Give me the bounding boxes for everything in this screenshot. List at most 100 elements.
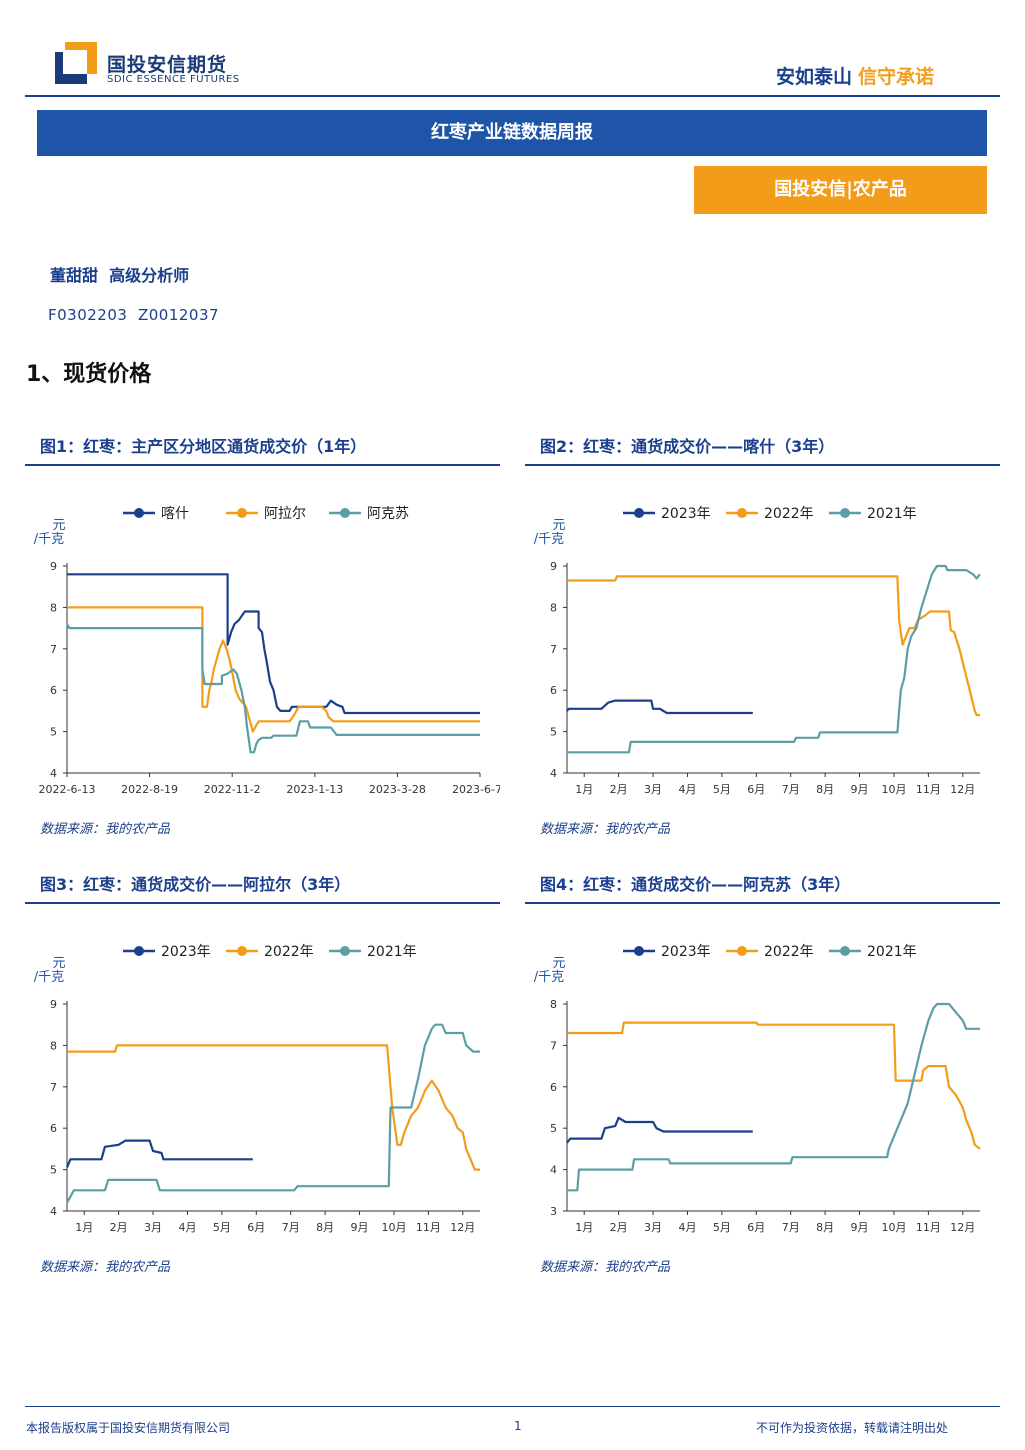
x-tick-label: 2022-11-2 (204, 783, 261, 796)
x-tick-label: 2022-6-13 (39, 783, 96, 796)
x-tick-label: 4月 (678, 1221, 696, 1234)
x-tick-label: 2月 (610, 783, 628, 796)
section-title: 1、现货价格 (26, 362, 152, 387)
series-line (567, 1021, 981, 1150)
series-line (567, 564, 981, 754)
y-tick-label: 6 (550, 684, 557, 697)
y-tick-label: 5 (50, 726, 57, 739)
legend-label: 2022年 (764, 944, 814, 960)
data-source: 数据来源：我的农产品 (540, 1260, 671, 1275)
x-tick-label: 7月 (782, 783, 800, 796)
legend-label: 2023年 (661, 506, 711, 522)
legend-marker (237, 946, 247, 956)
x-tick-label: 6月 (747, 783, 765, 796)
legend-marker (634, 946, 644, 956)
legend-label: 阿克苏 (367, 506, 409, 522)
series-line (65, 1139, 253, 1168)
x-tick-label: 5月 (713, 783, 731, 796)
x-tick-label: 3月 (644, 783, 662, 796)
header-rule (25, 95, 1000, 97)
logo-text-cn: 国投安信期货 (107, 54, 228, 76)
x-tick-label: 1月 (575, 783, 593, 796)
x-tick-label: 3月 (144, 1221, 162, 1234)
x-tick-label: 6月 (747, 1221, 765, 1234)
y-tick-label: 5 (550, 1122, 557, 1135)
footer-disclaimer: 不可作为投资依据，转载请注明出处 (756, 1421, 949, 1435)
y-tick-label: 6 (50, 684, 57, 697)
y-axis-unit: 元 (52, 518, 65, 533)
slogan-part2: 信守承诺 (858, 66, 935, 88)
figure-title: 图2：红枣：通货成交价——喀什（3年） (540, 437, 835, 456)
x-tick-label: 2月 (110, 1221, 128, 1234)
x-tick-label: 7月 (782, 1221, 800, 1234)
chart-1: 喀什 阿拉尔 阿克苏元/千克 4 5 6 7 8 9 2022-6-13 2022-8-19 2022… (25, 490, 502, 805)
data-source: 数据来源：我的农产品 (40, 822, 171, 837)
y-tick-label: 7 (50, 643, 57, 656)
legend-marker (840, 946, 850, 956)
legend-label: 2021年 (367, 944, 417, 960)
x-tick-label: 1月 (75, 1221, 93, 1234)
x-tick-label: 5月 (713, 1221, 731, 1234)
y-tick-label: 7 (550, 1039, 557, 1052)
legend-marker (840, 508, 850, 518)
series-line (567, 1002, 980, 1192)
analyst-name: 董甜甜 高级分析师 (50, 266, 190, 285)
legend-label: 喀什 (161, 506, 189, 522)
x-tick-label: 12月 (950, 783, 975, 796)
y-axis-unit: 元 (552, 956, 565, 971)
data-source: 数据来源：我的农产品 (540, 822, 671, 837)
y-axis-unit: 元 (552, 518, 565, 533)
y-tick-label: 6 (550, 1081, 557, 1094)
x-tick-label: 11月 (916, 1221, 941, 1234)
series-line (566, 699, 753, 715)
x-tick-label: 11月 (916, 783, 941, 796)
x-tick-label: 12月 (450, 1221, 475, 1234)
x-tick-label: 10月 (881, 783, 906, 796)
y-tick-label: 4 (550, 1164, 557, 1177)
legend-label: 2022年 (264, 944, 314, 960)
x-tick-label: 7月 (282, 1221, 300, 1234)
y-axis-unit: /千克 (34, 532, 64, 547)
analyst-codes: F0302203 Z0012037 (48, 306, 220, 324)
y-tick-label: 3 (550, 1205, 557, 1218)
x-tick-label: 10月 (881, 1221, 906, 1234)
y-axis-unit: /千克 (34, 970, 64, 985)
page-number: 1 (514, 1419, 522, 1433)
x-tick-label: 4月 (178, 1221, 196, 1234)
x-tick-label: 8月 (816, 1221, 834, 1234)
legend-marker (134, 508, 144, 518)
legend-label: 2022年 (764, 506, 814, 522)
y-tick-label: 8 (550, 601, 557, 614)
x-tick-label: 1月 (575, 1221, 593, 1234)
x-tick-label: 12月 (950, 1221, 975, 1234)
legend-marker (634, 508, 644, 518)
y-tick-label: 4 (50, 1205, 57, 1218)
x-tick-label: 8月 (316, 1221, 334, 1234)
logo-text-en: SDIC ESSENCE FUTURES (107, 74, 240, 85)
x-tick-label: 2023-3-28 (369, 783, 426, 796)
legend-label: 阿拉尔 (264, 506, 306, 522)
legend-label: 2021年 (867, 506, 917, 522)
y-tick-label: 4 (550, 767, 557, 780)
legend-label: 2023年 (161, 944, 211, 960)
y-tick-label: 8 (50, 601, 57, 614)
figure-rule (525, 464, 1000, 466)
x-tick-label: 5月 (213, 1221, 231, 1234)
figure-rule (25, 464, 500, 466)
y-axis-unit: 元 (52, 956, 65, 971)
y-tick-label: 6 (50, 1122, 57, 1135)
report-title-banner: 红枣产业链数据周报 (37, 110, 987, 156)
legend-marker (340, 508, 350, 518)
series-line (566, 1116, 753, 1144)
x-tick-label: 9月 (851, 1221, 869, 1234)
legend-marker (134, 946, 144, 956)
y-tick-label: 7 (50, 1081, 57, 1094)
x-tick-label: 8月 (816, 783, 834, 796)
logo (53, 40, 99, 86)
x-tick-label: 9月 (851, 783, 869, 796)
x-tick-label: 2022-8-19 (121, 783, 178, 796)
x-tick-label: 2月 (610, 1221, 628, 1234)
y-tick-label: 9 (50, 560, 57, 573)
y-tick-label: 9 (50, 998, 57, 1011)
